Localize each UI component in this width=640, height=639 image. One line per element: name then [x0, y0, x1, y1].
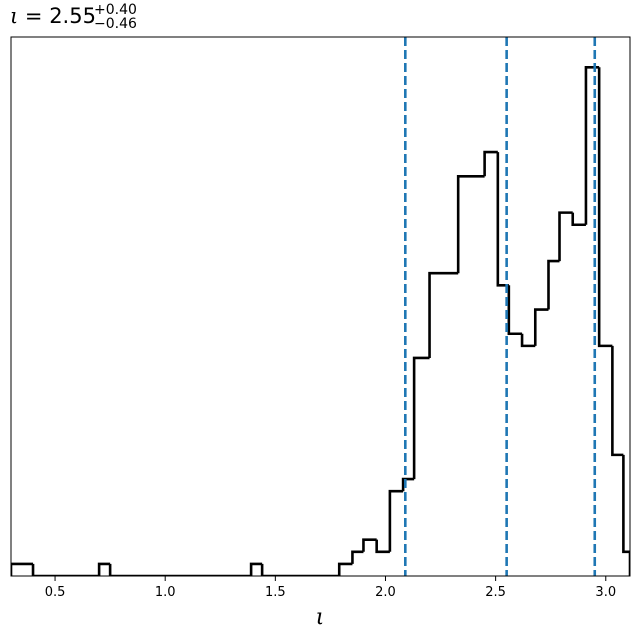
histogram-bin: [496, 152, 509, 287]
histogram-bin: [412, 356, 430, 480]
x-tick-label: 2.5: [485, 585, 506, 600]
histogram-bin: [337, 562, 353, 576]
histogram-bin: [571, 212, 586, 227]
histogram-bin: [597, 67, 613, 348]
histogram-bin: [388, 489, 404, 552]
title-upper-error: +0.40: [94, 2, 137, 18]
x-tick-label: 1.0: [155, 585, 176, 600]
histogram-bin: [401, 477, 415, 492]
histogram-bin: [11, 562, 34, 576]
x-tick-label: 2.0: [375, 585, 396, 600]
histogram-bin: [533, 308, 549, 346]
histogram-bin: [362, 538, 377, 552]
histogram-bin: [108, 563, 252, 576]
histogram-bin: [249, 562, 263, 576]
histogram-bin: [260, 563, 340, 576]
histogram-bin: [611, 345, 624, 457]
axes-frame: [10, 36, 631, 577]
histogram-bin: [97, 562, 111, 576]
x-tick-label: 3.0: [595, 585, 616, 600]
histogram-bin: [558, 211, 573, 262]
histogram-bin: [520, 333, 536, 348]
histogram-bin: [547, 259, 560, 310]
plot-area: 0.5 1.0 1.5 2.0 2.5 3.0: [10, 36, 631, 600]
x-tick-label: 1.5: [265, 585, 286, 600]
histogram-steps: [11, 65, 630, 576]
chart-title: ι = 2.55 +0.40 −0.46: [10, 2, 137, 32]
title-symbol: ι: [10, 4, 18, 28]
histogram-bin: [483, 150, 498, 177]
svg-text:ι = 2.55: ι = 2.55: [10, 4, 96, 28]
histogram-bin: [456, 174, 485, 274]
x-tick-label: 0.5: [45, 585, 66, 600]
title-lower-error: −0.46: [94, 16, 137, 32]
x-axis-label: ι: [316, 605, 325, 630]
histogram-bin: [507, 285, 523, 336]
histogram-bin: [375, 539, 390, 554]
histogram-bin: [31, 563, 100, 576]
histogram-bin: [428, 271, 459, 358]
title-equals: =: [18, 4, 49, 28]
histogram-bin: [351, 550, 364, 564]
histogram-bin: [622, 454, 630, 554]
title-median: 2.55: [49, 4, 96, 28]
histogram-bin: [584, 65, 600, 225]
